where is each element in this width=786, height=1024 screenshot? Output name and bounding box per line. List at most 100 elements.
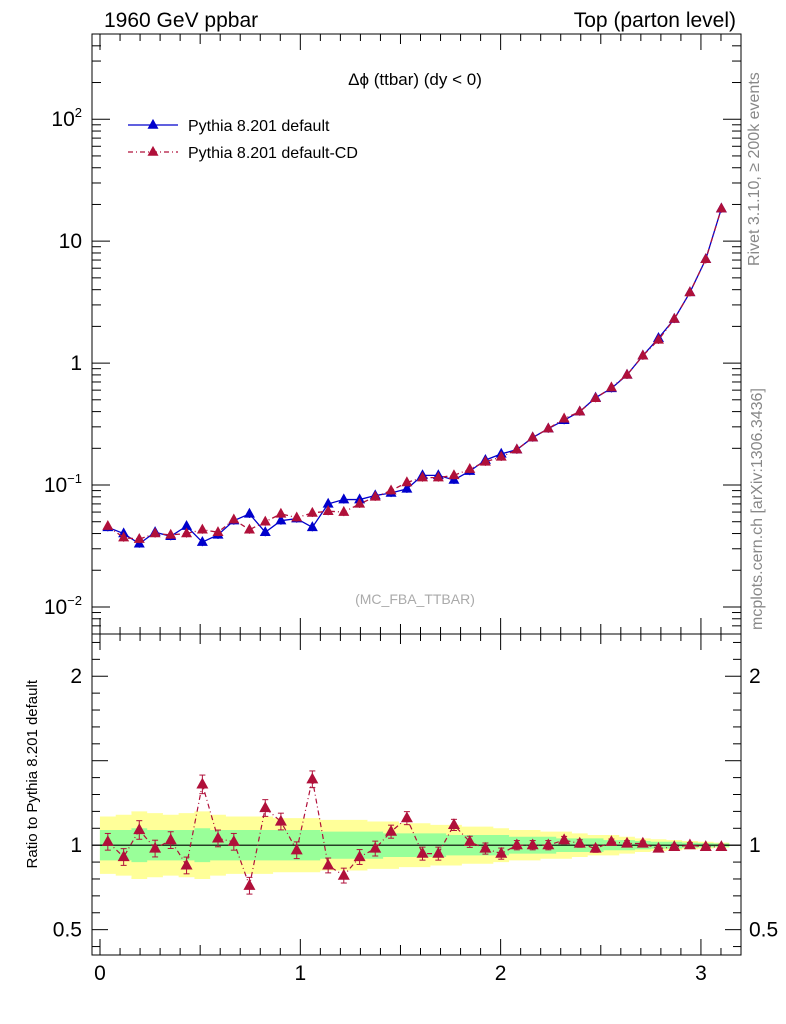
data-point bbox=[542, 422, 554, 433]
ratio-point bbox=[416, 846, 429, 858]
ratio-point bbox=[605, 835, 618, 846]
ratio-point bbox=[479, 841, 492, 853]
legend-marker bbox=[147, 118, 159, 129]
ratio-point bbox=[211, 831, 224, 843]
y-tick-label: 102 bbox=[51, 105, 82, 131]
x-tick-label: 0 bbox=[94, 962, 106, 985]
ratio-point bbox=[180, 858, 193, 870]
ratio-point bbox=[636, 836, 649, 848]
ratio-point bbox=[400, 811, 413, 823]
ratio-point bbox=[337, 868, 350, 880]
x-tick-label: 3 bbox=[695, 962, 707, 985]
data-point bbox=[495, 450, 507, 461]
data-point bbox=[668, 312, 680, 323]
x-tick-label: 2 bbox=[495, 962, 507, 985]
data-point bbox=[228, 513, 240, 524]
data-point bbox=[574, 405, 586, 416]
header-left: 1960 GeV ppbar bbox=[104, 9, 259, 32]
ratio-frame bbox=[91, 633, 742, 956]
data-point bbox=[196, 536, 208, 546]
data-point bbox=[511, 443, 523, 454]
data-point bbox=[401, 476, 413, 487]
ratio-point bbox=[589, 841, 602, 853]
data-point bbox=[306, 506, 318, 517]
ratio-point bbox=[149, 841, 162, 853]
ratio-series-line bbox=[107, 779, 722, 888]
data-point bbox=[464, 462, 476, 473]
data-point bbox=[243, 507, 255, 518]
data-point bbox=[652, 333, 664, 344]
ratio-point bbox=[715, 840, 728, 851]
ratio-point bbox=[164, 833, 177, 845]
ratio-point bbox=[573, 836, 586, 848]
data-point bbox=[243, 523, 255, 534]
data-point bbox=[212, 526, 224, 536]
data-point bbox=[275, 514, 287, 525]
legend-label: Pythia 8.201 default bbox=[188, 118, 330, 135]
y-tick-label: 10 bbox=[59, 230, 82, 253]
data-point bbox=[448, 469, 460, 480]
ratio-point bbox=[385, 824, 398, 836]
ratio-point bbox=[463, 835, 476, 846]
ratio-point bbox=[133, 823, 146, 835]
data-point bbox=[259, 526, 271, 536]
y-tick-label: 0.5 bbox=[53, 919, 82, 942]
data-point bbox=[401, 482, 413, 493]
ratio-point bbox=[699, 840, 712, 851]
data-point bbox=[417, 471, 429, 482]
ratio-point bbox=[495, 846, 508, 858]
main-panel: 10−2 10−1 1 10 102 Δϕ (ttbar) (dy < 0) (MC_FBA… bbox=[44, 33, 742, 635]
ratio-point bbox=[322, 858, 335, 870]
data-point bbox=[306, 521, 318, 532]
data-point bbox=[322, 505, 334, 515]
data-point bbox=[338, 493, 350, 504]
data-point bbox=[181, 520, 193, 530]
data-point bbox=[369, 490, 381, 501]
ratio-panel: 0.5 0.5 1 1 2 2 0 1 2 3 Ratio to Pythia 8.201 defa… bbox=[24, 633, 778, 985]
ratio-point bbox=[101, 835, 114, 846]
watermark: (MC_FBA_TTBAR) bbox=[355, 591, 475, 607]
ratio-point bbox=[558, 833, 571, 845]
data-point bbox=[165, 528, 177, 539]
data-point bbox=[637, 349, 649, 360]
ratio-point bbox=[526, 838, 539, 850]
data-point bbox=[102, 520, 114, 530]
data-point bbox=[338, 505, 350, 516]
legend-marker bbox=[147, 145, 159, 156]
data-point bbox=[385, 484, 397, 495]
data-point bbox=[149, 527, 161, 538]
data-point bbox=[432, 471, 444, 482]
header-right: Top (parton level) bbox=[573, 9, 736, 32]
legend-label: Pythia 8.201 default-CD bbox=[188, 145, 358, 162]
ratio-point bbox=[447, 818, 460, 830]
y-tick-label: 1 bbox=[70, 834, 82, 857]
ratio-point bbox=[196, 777, 209, 789]
data-point bbox=[291, 511, 303, 522]
ratio-point bbox=[306, 772, 319, 784]
data-point bbox=[590, 392, 602, 402]
ratio-point bbox=[290, 843, 303, 855]
data-point bbox=[700, 253, 712, 264]
data-point bbox=[259, 515, 271, 526]
y-tick-label-right: 0.5 bbox=[749, 919, 778, 942]
data-point bbox=[181, 527, 193, 538]
data-point bbox=[558, 412, 570, 423]
data-point bbox=[133, 532, 145, 543]
ratio-point bbox=[243, 879, 256, 890]
data-point bbox=[479, 455, 491, 466]
data-point bbox=[621, 368, 633, 379]
ratio-point bbox=[432, 846, 445, 858]
ratio-point bbox=[621, 836, 634, 848]
ratio-point bbox=[117, 850, 130, 862]
ratio-point bbox=[683, 838, 696, 850]
ratio-point bbox=[652, 841, 665, 853]
ratio-point bbox=[510, 838, 523, 850]
ratio-point bbox=[353, 850, 366, 862]
series-line-0 bbox=[107, 208, 722, 545]
data-point bbox=[322, 497, 334, 508]
ratio-y-label: Ratio to Pythia 8.201 default bbox=[24, 679, 41, 868]
ratio-point bbox=[227, 835, 240, 846]
y-tick-label: 1 bbox=[70, 352, 82, 375]
data-point bbox=[275, 507, 287, 518]
